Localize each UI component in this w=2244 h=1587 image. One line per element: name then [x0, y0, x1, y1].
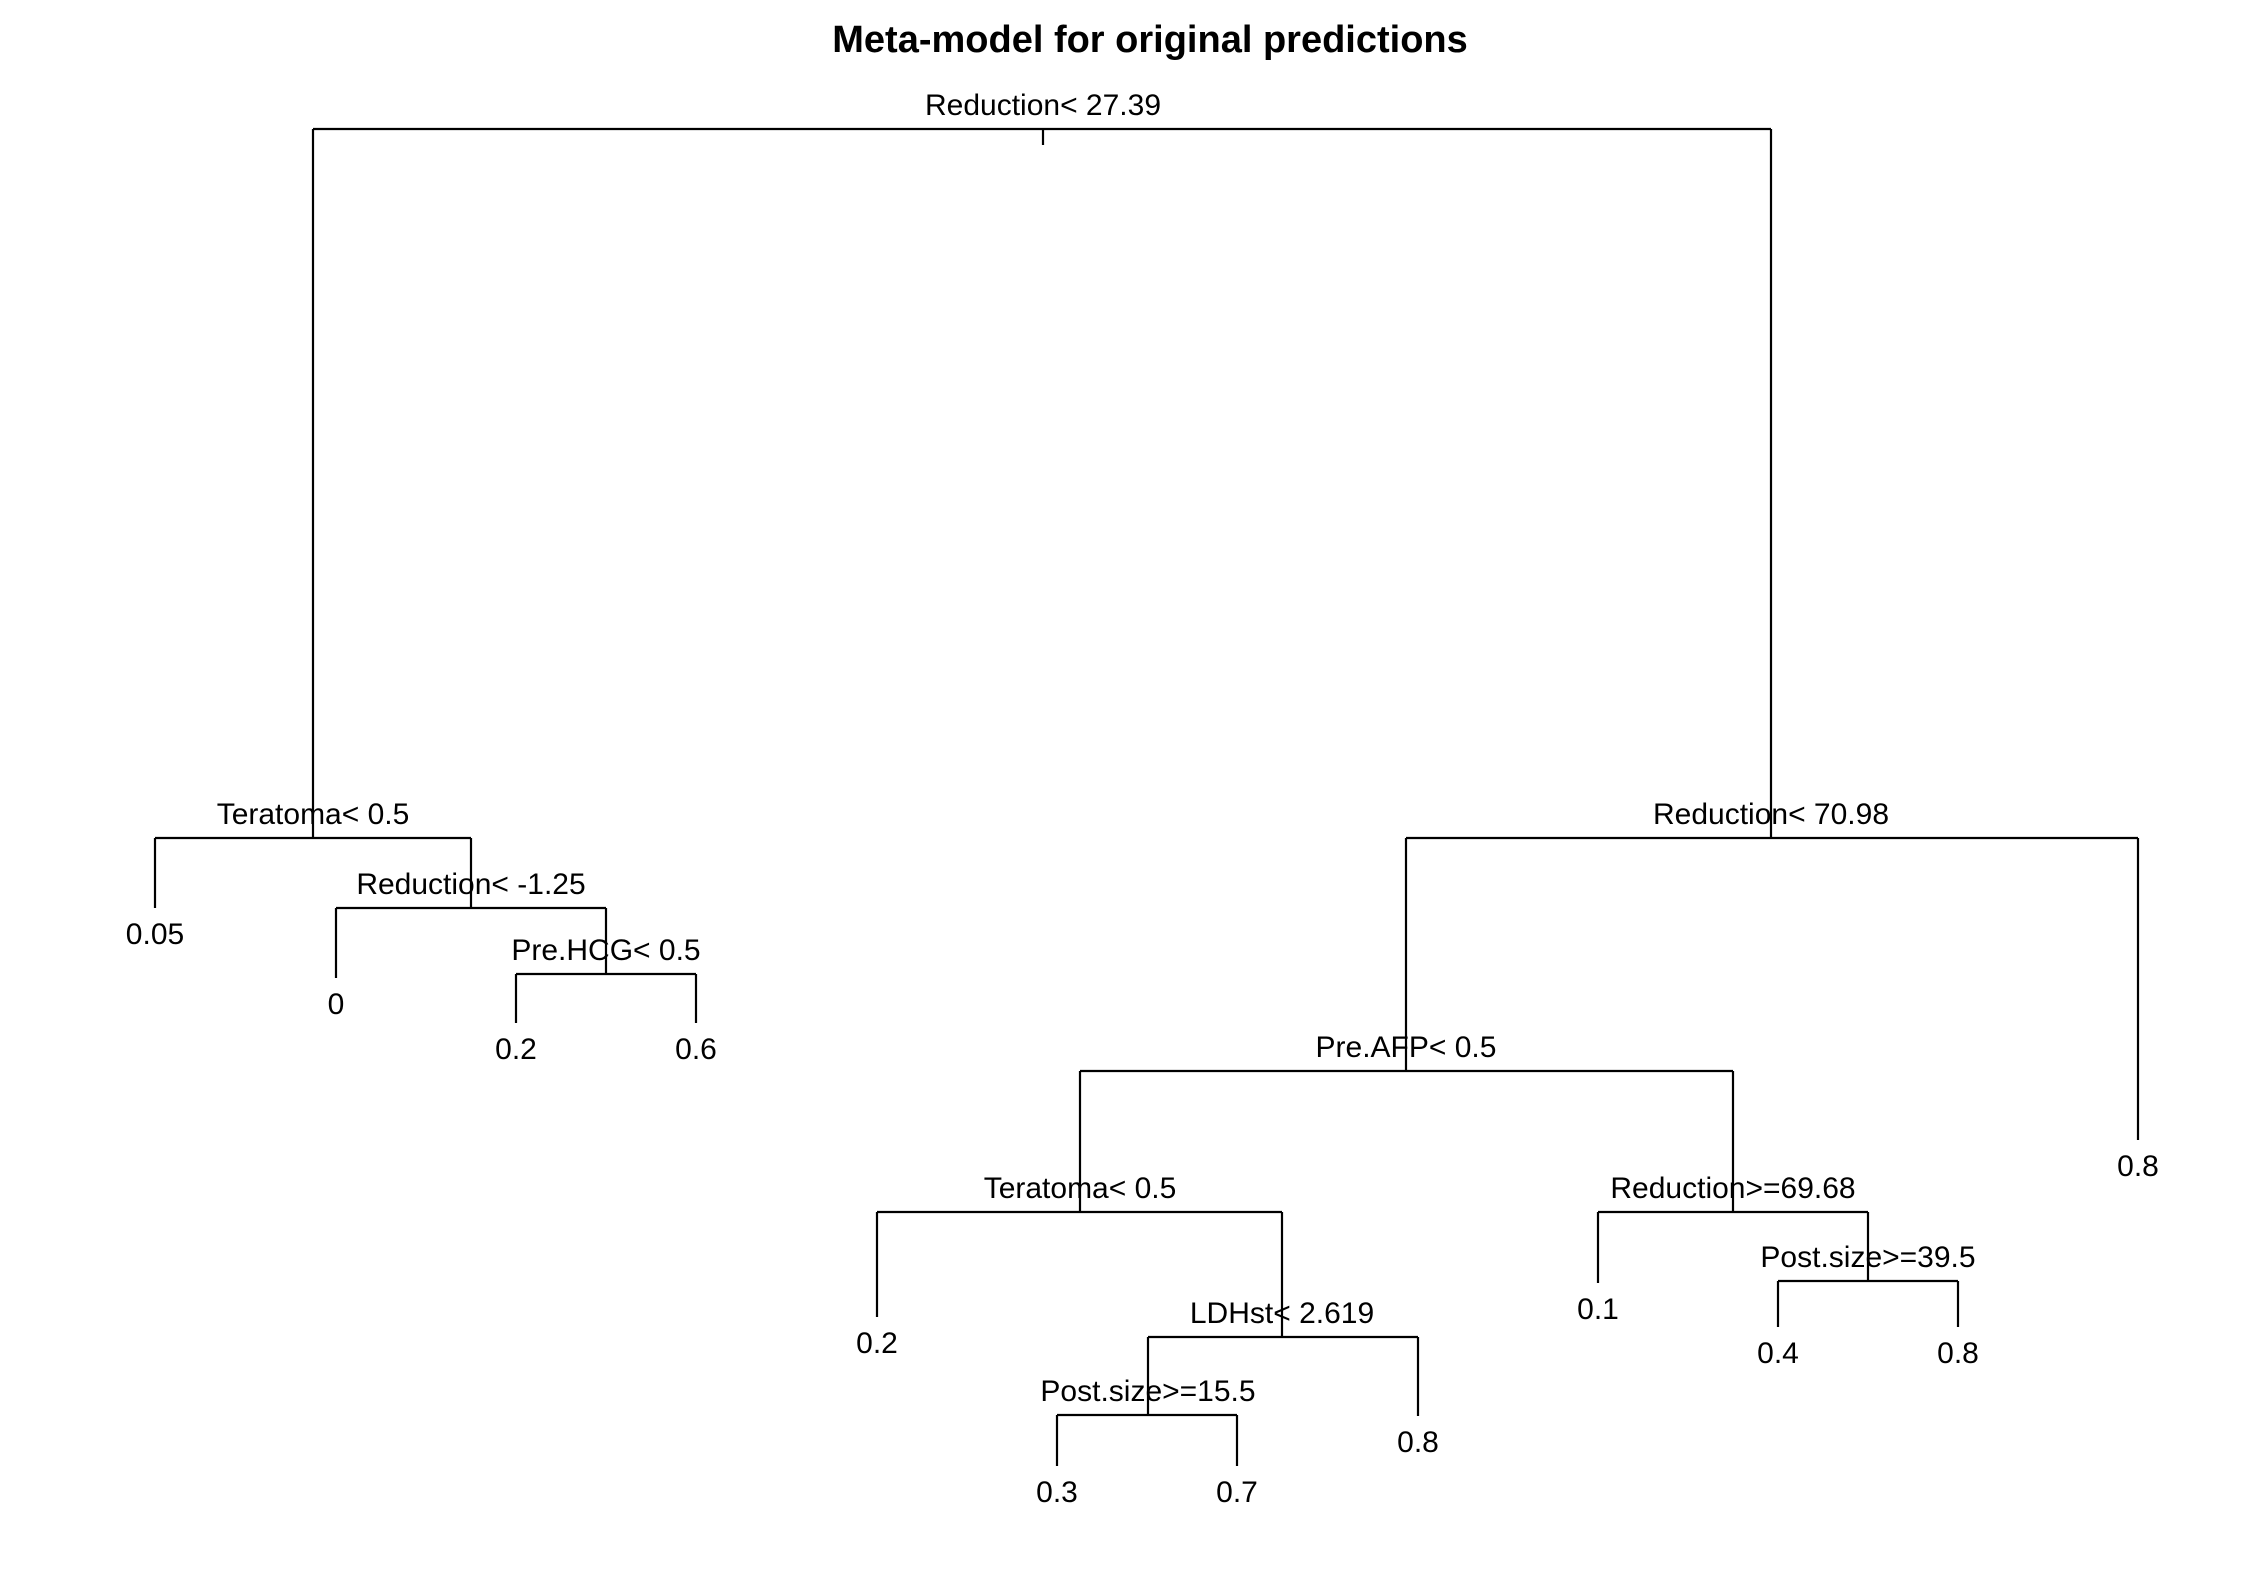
- split-label: Post.size>=39.5: [1760, 1241, 1975, 1274]
- leaf-value: 0.3: [1036, 1476, 1078, 1509]
- leaf-value: 0.8: [1397, 1426, 1439, 1459]
- split-label: Pre.AFP< 0.5: [1316, 1031, 1497, 1064]
- leaf-value: 0.8: [2117, 1150, 2159, 1183]
- leaf-value: 0.05: [126, 918, 184, 951]
- leaf-value: 0: [328, 988, 345, 1021]
- split-label: Reduction>=69.68: [1610, 1172, 1855, 1205]
- split-label: Reduction< 70.98: [1653, 798, 1889, 831]
- leaf-value: 0.2: [495, 1033, 537, 1066]
- tree-edges: [153, 127, 2140, 1466]
- leaf-value: 0.4: [1757, 1337, 1799, 1370]
- leaf-value: 0.1: [1577, 1293, 1619, 1326]
- split-label: Teratoma< 0.5: [984, 1172, 1177, 1205]
- diagram-title: Meta-model for original predictions: [832, 19, 1468, 61]
- leaf-value: 0.6: [675, 1033, 717, 1066]
- leaf-value: 0.7: [1216, 1476, 1258, 1509]
- tree-labels: 0.05 0 0.2 0.6 Pre.HCG< 0.5 Reduction< -1.25 T…: [126, 89, 2159, 1509]
- split-label: Teratoma< 0.5: [217, 798, 410, 831]
- split-label: Post.size>=15.5: [1040, 1375, 1255, 1408]
- leaf-value: 0.2: [856, 1327, 898, 1360]
- leaf-value: 0.8: [1937, 1337, 1979, 1370]
- split-label: LDHst< 2.619: [1190, 1297, 1374, 1330]
- split-label: Reduction< -1.25: [356, 868, 585, 901]
- split-label: Reduction< 27.39: [925, 89, 1161, 122]
- split-label: Pre.HCG< 0.5: [511, 934, 700, 967]
